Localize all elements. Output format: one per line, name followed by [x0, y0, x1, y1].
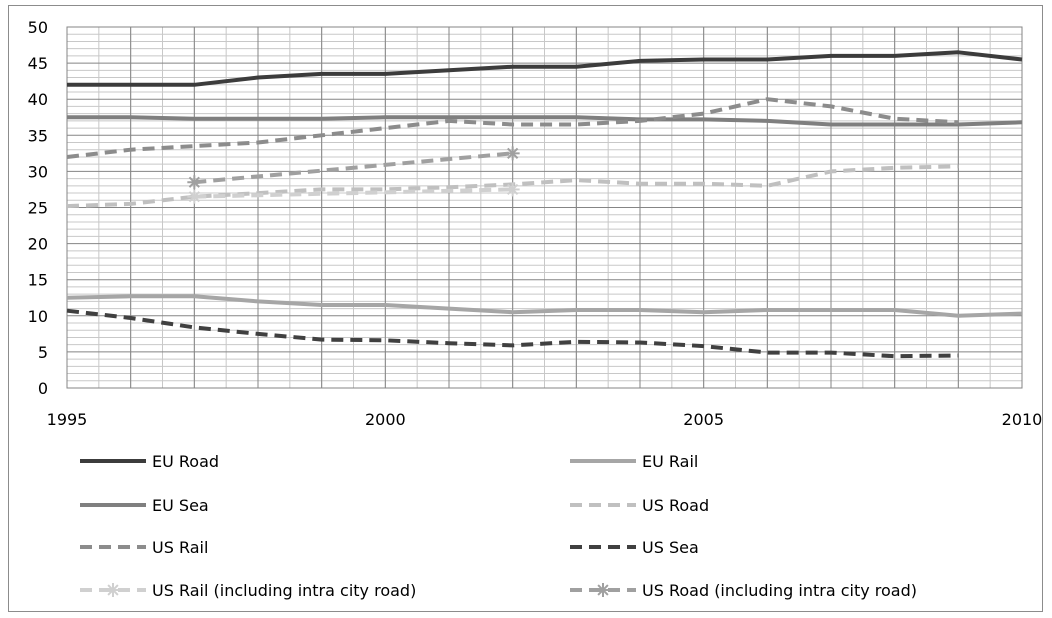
legend-item: EU Sea [80, 496, 209, 515]
legend-item: US Rail [80, 538, 208, 557]
x-tick-labels: 1995 2000 2005 2010 [47, 410, 1043, 429]
x-tick-label: 2010 [1002, 410, 1043, 429]
legend-label: EU Road [152, 452, 219, 471]
series-marker-7 [505, 146, 520, 161]
legend-label: EU Sea [152, 496, 209, 515]
series-line-4 [66, 97, 959, 159]
y-tick-label: 25 [28, 199, 48, 218]
legend-marker [106, 583, 120, 597]
y-tick-label: 20 [28, 235, 48, 254]
y-tick-label: 50 [28, 18, 48, 37]
y-tick-label: 45 [28, 54, 48, 73]
legend-item: EU Rail [570, 452, 698, 471]
y-tick-label: 15 [28, 271, 48, 290]
y-tick-label: 10 [28, 307, 48, 326]
y-tick-label: 30 [28, 162, 48, 181]
y-tick-label: 35 [28, 126, 48, 145]
x-tick-label: 1995 [47, 410, 88, 429]
legend-label: US Rail (including intra city road) [152, 581, 416, 600]
legend-label: US Road [642, 496, 709, 515]
legend-label: EU Rail [642, 452, 698, 471]
legend-item: US Road [570, 496, 709, 515]
series-line-1 [66, 294, 1023, 318]
series-marker-6 [505, 182, 520, 197]
legend-item: EU Road [80, 452, 219, 471]
legend-label: US Sea [642, 538, 699, 557]
y-tick-labels: 0 5 10 15 20 25 30 35 40 45 50 [28, 18, 48, 398]
major-gridlines [66, 26, 1023, 389]
series-lines [66, 50, 1023, 359]
legend-item: US Rail (including intra city road) [80, 581, 416, 600]
legend-item: US Road (including intra city road) [570, 581, 917, 600]
y-tick-label: 5 [38, 343, 48, 362]
legend: EU Road EU Rail EU Sea US Road US Rail US Sea… [80, 452, 917, 600]
x-tick-label: 2000 [365, 410, 406, 429]
legend-label: US Road (including intra city road) [642, 581, 917, 600]
series-marker-7 [187, 175, 202, 190]
series-line-5 [66, 308, 959, 359]
legend-marker [596, 583, 610, 597]
axes [66, 26, 1023, 389]
series-marker-6 [187, 189, 202, 204]
series-line-0 [67, 50, 1023, 87]
legend-label: US Rail [152, 538, 208, 557]
series-line-7 [194, 151, 513, 185]
series-line-6 [194, 187, 513, 199]
y-tick-label: 0 [38, 379, 48, 398]
x-tick-label: 2005 [683, 410, 724, 429]
series-line-2 [67, 115, 1023, 127]
y-tick-label: 40 [28, 90, 48, 109]
legend-item: US Sea [570, 538, 699, 557]
plot-area-border [66, 26, 1023, 389]
